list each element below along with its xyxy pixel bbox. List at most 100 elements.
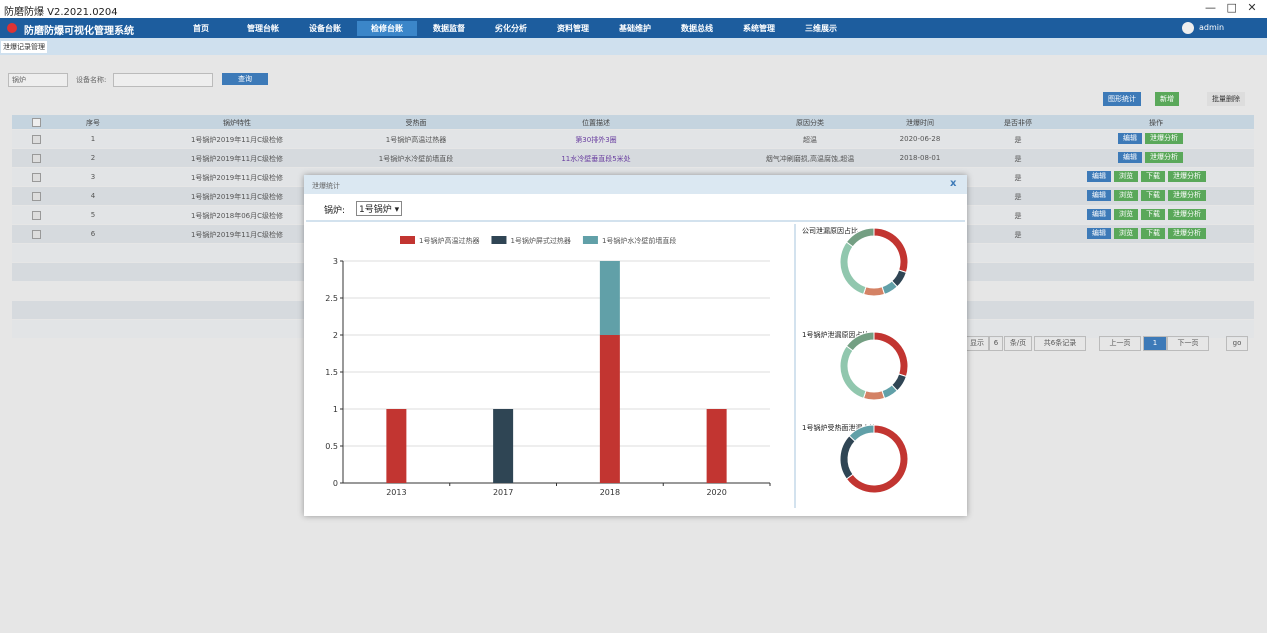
x-tick-label: 2020 [706, 488, 726, 497]
user-avatar[interactable] [1182, 22, 1194, 34]
op-button[interactable]: 编辑 [1087, 209, 1111, 220]
op-button[interactable]: 浏览 [1114, 209, 1138, 220]
pie-title: 公司泄漏原因占比 [802, 226, 858, 235]
nav-item[interactable]: 三维展示 [805, 24, 837, 33]
op-button[interactable]: 编辑 [1118, 152, 1142, 163]
boiler-select[interactable] [8, 73, 68, 87]
nav-item[interactable]: 检修台账 [357, 21, 417, 36]
op-button[interactable]: 下载 [1141, 190, 1165, 201]
nav-item[interactable]: 基础维护 [619, 24, 651, 33]
table-row [12, 130, 1254, 148]
table-cell: 第30排外3圈 [575, 136, 617, 144]
op-button[interactable]: 浏览 [1114, 190, 1138, 201]
modal-header [304, 175, 967, 194]
pagination-item[interactable]: 共6条记录 [1034, 336, 1086, 351]
pagination-item[interactable]: 6 [989, 336, 1003, 351]
y-tick-label: 3 [333, 257, 338, 266]
op-button[interactable]: 泄爆分析 [1168, 228, 1206, 239]
nav-item[interactable]: 首页 [193, 24, 209, 33]
navbar [0, 18, 1267, 38]
checkbox[interactable] [32, 154, 41, 163]
pie-title: 1号锅炉受热面泄漏占比 [802, 423, 876, 432]
op-button[interactable]: 泄爆分析 [1168, 190, 1206, 201]
op-button[interactable]: 泄爆分析 [1168, 209, 1206, 220]
table-cell: 1号锅炉2018年06月C级检修 [190, 212, 284, 220]
modal-select[interactable]: 1号锅炉 ▾ [356, 201, 403, 216]
donut-segment [845, 331, 875, 352]
search-button[interactable]: 查询 [222, 73, 268, 85]
op-button[interactable]: 泄爆分析 [1145, 152, 1183, 163]
filter-label: 设备名称: [76, 76, 107, 84]
table-cell: 4 [90, 192, 96, 200]
table-cell: 1号锅炉2019年11月C级检修 [190, 231, 284, 239]
checkbox[interactable] [32, 118, 41, 127]
table-cell: 是 [1014, 174, 1022, 182]
toolbar-button[interactable]: 图形统计 [1103, 92, 1141, 106]
pagination-item[interactable]: 下一页 [1167, 336, 1209, 351]
bar-segment [599, 335, 620, 483]
op-button[interactable]: 编辑 [1087, 171, 1111, 182]
column-header: 序号 [86, 119, 100, 127]
pagination-item[interactable]: go [1226, 336, 1248, 351]
checkbox[interactable] [32, 211, 41, 220]
app-title: 防磨防爆可视化管理系统 [24, 26, 134, 37]
checkbox[interactable] [32, 192, 41, 201]
op-button[interactable]: 浏览 [1114, 171, 1138, 182]
bar-segment [386, 409, 407, 483]
op-button[interactable]: 编辑 [1118, 133, 1142, 144]
pagination-item[interactable]: 条/页 [1004, 336, 1032, 351]
checkbox[interactable] [32, 230, 41, 239]
modal-close[interactable]: x [950, 178, 957, 189]
legend-swatch [582, 236, 598, 244]
bar-segment [706, 409, 727, 483]
donut-segment [862, 286, 886, 297]
nav-item[interactable]: 设备台账 [309, 24, 341, 33]
op-button[interactable]: 下载 [1141, 228, 1165, 239]
column-header: 是否非停 [1004, 119, 1032, 127]
x-tick-label: 2017 [493, 488, 513, 497]
toolbar-button[interactable]: 批量删除 [1207, 92, 1245, 106]
column-header: 受热面 [405, 119, 427, 127]
op-button[interactable]: 下载 [1141, 171, 1165, 182]
legend-swatch [400, 236, 415, 244]
op-button[interactable]: 泄爆分析 [1168, 171, 1206, 182]
nav-item[interactable]: 数据监督 [433, 24, 465, 33]
op-button[interactable]: 下载 [1141, 209, 1165, 220]
table-cell: 1号锅炉2019年11月C级检修 [190, 193, 284, 201]
y-tick-label: 2 [333, 331, 338, 340]
nav-item[interactable]: 资料管理 [557, 24, 589, 33]
legend-label: 1号锅炉高温过热器 [419, 236, 479, 245]
op-button[interactable]: 编辑 [1087, 190, 1111, 201]
column-header: 位置描述 [582, 119, 610, 127]
op-button[interactable]: 泄爆分析 [1145, 133, 1183, 144]
x-tick-label: 2013 [386, 488, 406, 497]
op-button[interactable]: 编辑 [1087, 228, 1111, 239]
table-header [12, 115, 1254, 129]
table-cell: 1号锅炉2019年11月C级检修 [190, 136, 284, 144]
nav-item[interactable]: 数据总线 [681, 24, 713, 33]
name-input[interactable] [113, 73, 213, 87]
table-cell: 超温 [803, 136, 817, 144]
column-header: 操作 [1149, 119, 1163, 127]
table-cell: 6 [90, 230, 96, 238]
checkbox[interactable] [32, 173, 41, 182]
op-button[interactable]: 浏览 [1114, 228, 1138, 239]
window-controls[interactable]: — □ ✕ [1205, 1, 1257, 14]
pagination-item[interactable]: 上一页 [1099, 336, 1141, 351]
modal-title: 泄爆统计 [312, 182, 340, 190]
bar-segment [493, 409, 514, 483]
donut-segment [839, 435, 856, 480]
checkbox[interactable] [32, 135, 41, 144]
toolbar-button[interactable]: 新增 [1155, 92, 1179, 106]
table-cell: 是 [1014, 136, 1022, 144]
nav-item[interactable]: 劣化分析 [495, 24, 527, 33]
tab[interactable]: 泄爆记录管理 [1, 41, 47, 53]
user-name[interactable]: admin [1199, 23, 1225, 32]
donut-segment [873, 331, 909, 378]
pagination-item[interactable]: 1 [1143, 336, 1167, 351]
nav-item[interactable]: 系统管理 [743, 24, 775, 33]
nav-item[interactable]: 管理台帐 [247, 24, 279, 33]
pie-title: 1号锅炉泄漏原因占比 [802, 330, 869, 339]
tab-bar [0, 38, 1267, 55]
